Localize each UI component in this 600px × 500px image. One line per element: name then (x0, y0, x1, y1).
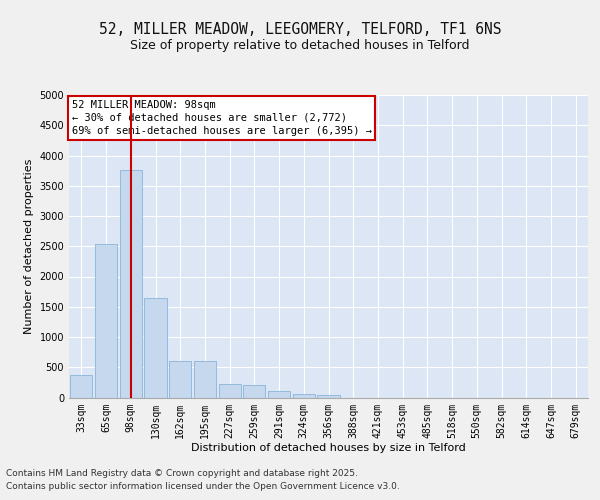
Y-axis label: Number of detached properties: Number of detached properties (24, 158, 34, 334)
Bar (194, 360, 216, 398)
Bar (145, 298, 167, 398)
Bar (218, 384, 241, 398)
X-axis label: Distribution of detached houses by size in Telford: Distribution of detached houses by size … (191, 443, 466, 453)
Bar (70, 375, 92, 398)
Text: 52, MILLER MEADOW, LEEGOMERY, TELFORD, TF1 6NS: 52, MILLER MEADOW, LEEGOMERY, TELFORD, T… (99, 22, 501, 38)
Bar (119, 170, 142, 398)
Bar (169, 360, 191, 398)
Text: Contains public sector information licensed under the Open Government Licence v3: Contains public sector information licen… (6, 482, 400, 491)
Bar (268, 392, 290, 398)
Bar (293, 394, 315, 398)
Bar (95, 244, 117, 398)
Bar (243, 385, 265, 398)
Bar (317, 395, 340, 398)
Text: 52 MILLER MEADOW: 98sqm
← 30% of detached houses are smaller (2,772)
69% of semi: 52 MILLER MEADOW: 98sqm ← 30% of detache… (71, 100, 371, 136)
Text: Size of property relative to detached houses in Telford: Size of property relative to detached ho… (130, 39, 470, 52)
Text: Contains HM Land Registry data © Crown copyright and database right 2025.: Contains HM Land Registry data © Crown c… (6, 468, 358, 477)
